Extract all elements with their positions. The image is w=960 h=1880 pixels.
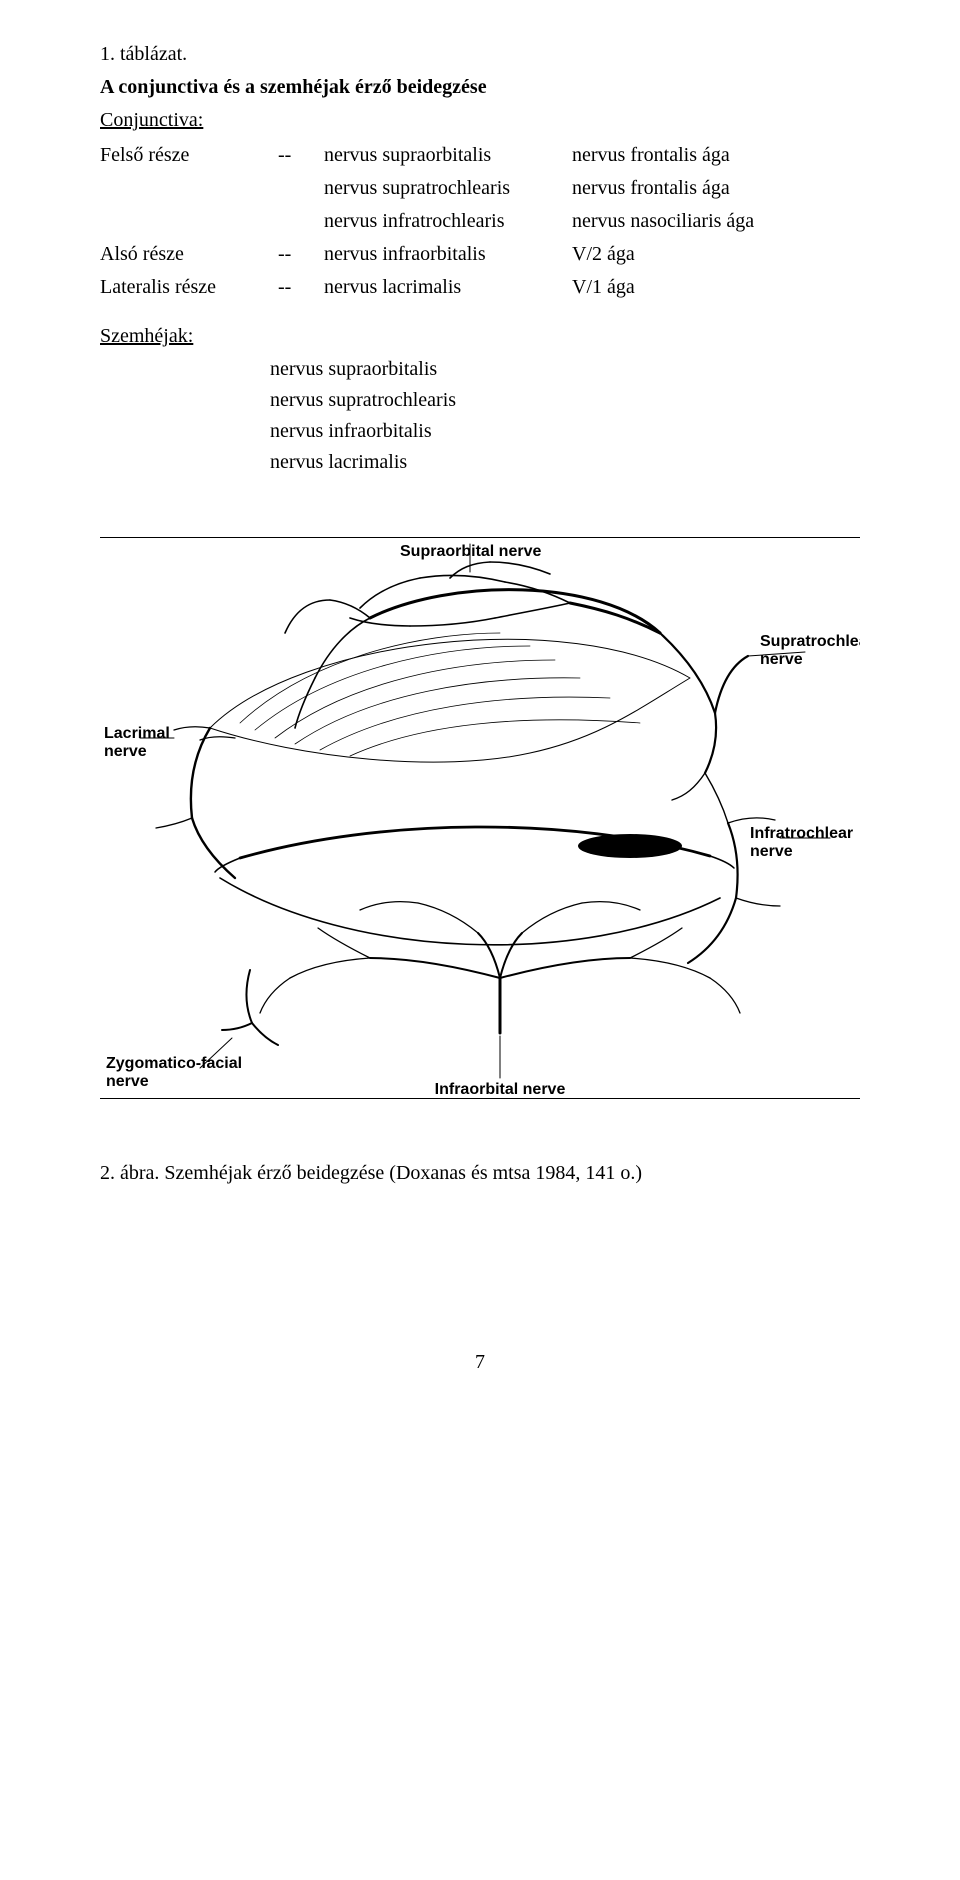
svg-text:Zygomatico-facial: Zygomatico-facial xyxy=(106,1055,242,1072)
cell-dash: -- xyxy=(278,139,324,172)
cell-part: Felső része xyxy=(100,139,278,172)
cell-target: V/2 ága xyxy=(572,238,840,271)
table-row: Felső része -- nervus supraorbitalis ner… xyxy=(100,139,840,172)
list-item: nervus lacrimalis xyxy=(270,448,860,477)
cell-dash: -- xyxy=(278,271,324,304)
szemhejak-list: nervus supraorbitalis nervus supratrochl… xyxy=(270,355,860,477)
cell-nerve: nervus infraorbitalis xyxy=(324,238,572,271)
cell-part xyxy=(100,205,278,238)
table-row: Alsó része -- nervus infraorbitalis V/2 … xyxy=(100,238,840,271)
cell-dash xyxy=(278,205,324,238)
svg-text:nerve: nerve xyxy=(106,1073,149,1090)
table-label: 1. táblázat. xyxy=(100,40,860,69)
cell-target: nervus frontalis ága xyxy=(572,172,840,205)
conjunctiva-table: Felső része -- nervus supraorbitalis ner… xyxy=(100,139,840,304)
list-item: nervus supraorbitalis xyxy=(270,355,860,384)
cell-nerve: nervus supratrochlearis xyxy=(324,172,572,205)
list-item: nervus supratrochlearis xyxy=(270,386,860,415)
szemhejak-heading: Szemhéjak: xyxy=(100,322,860,351)
svg-text:Infraorbital nerve: Infraorbital nerve xyxy=(435,1081,566,1098)
table-row: nervus supratrochlearis nervus frontalis… xyxy=(100,172,840,205)
table-row: nervus infratrochlearis nervus nasocilia… xyxy=(100,205,840,238)
cell-nerve: nervus infratrochlearis xyxy=(324,205,572,238)
page-number: 7 xyxy=(100,1348,860,1377)
cell-target: V/1 ága xyxy=(572,271,840,304)
nerve-diagram: Supraorbital nerveSupratrochlearnerveLac… xyxy=(100,538,860,1098)
svg-text:nerve: nerve xyxy=(750,843,793,860)
table-row: Lateralis része -- nervus lacrimalis V/1… xyxy=(100,271,840,304)
cell-target: nervus nasociliaris ága xyxy=(572,205,840,238)
svg-text:Infratrochlear: Infratrochlear xyxy=(750,825,853,842)
cell-nerve: nervus supraorbitalis xyxy=(324,139,572,172)
conjunctiva-heading: Conjunctiva: xyxy=(100,106,860,135)
svg-text:nerve: nerve xyxy=(104,743,147,760)
svg-text:Lacrimal: Lacrimal xyxy=(104,725,170,742)
cell-dash xyxy=(278,172,324,205)
svg-text:Supraorbital nerve: Supraorbital nerve xyxy=(400,543,541,560)
svg-text:Supratrochlear: Supratrochlear xyxy=(760,633,860,650)
figure-rule-bottom xyxy=(100,1098,860,1099)
list-item: nervus infraorbitalis xyxy=(270,417,860,446)
cell-part xyxy=(100,172,278,205)
cell-nerve: nervus lacrimalis xyxy=(324,271,572,304)
figure-wrapper: Supraorbital nerveSupratrochlearnerveLac… xyxy=(100,537,860,1099)
cell-part: Lateralis része xyxy=(100,271,278,304)
cell-part: Alsó része xyxy=(100,238,278,271)
figure-caption: 2. ábra. Szemhéjak érző beidegzése (Doxa… xyxy=(100,1159,860,1188)
svg-text:nerve: nerve xyxy=(760,651,803,668)
cell-dash: -- xyxy=(278,238,324,271)
section-title: A conjunctiva és a szemhéjak érző beideg… xyxy=(100,73,860,102)
cell-target: nervus frontalis ága xyxy=(572,139,840,172)
